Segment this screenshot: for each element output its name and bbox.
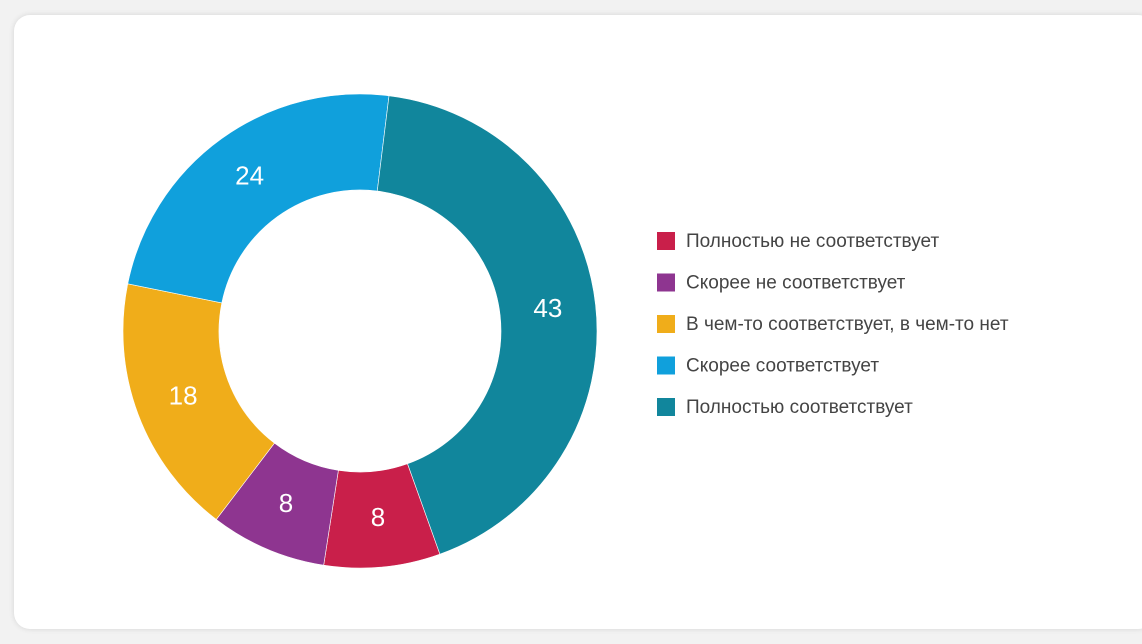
donut-slice — [122, 283, 275, 520]
data-label: 18 — [169, 380, 198, 410]
legend-swatch — [657, 398, 675, 416]
legend-label: Скорее соответствует — [686, 356, 879, 377]
legend-swatch — [657, 356, 675, 375]
legend-swatch — [657, 315, 675, 333]
data-label: 8 — [279, 488, 293, 518]
legend-swatch — [657, 232, 675, 250]
legend-label: Скорее не соответствует — [686, 273, 906, 294]
data-label: 24 — [235, 160, 264, 190]
data-label: 43 — [533, 293, 562, 323]
legend-swatch — [657, 273, 675, 292]
donut-slice — [127, 93, 390, 304]
legend-label: В чем-то соответствует, в чем-то нет — [686, 314, 1009, 335]
data-label: 8 — [371, 502, 385, 532]
donut-slice — [376, 95, 598, 555]
legend-label: Полностью не соответствует — [686, 231, 939, 252]
legend-label: Полностью соответствует — [686, 397, 913, 418]
